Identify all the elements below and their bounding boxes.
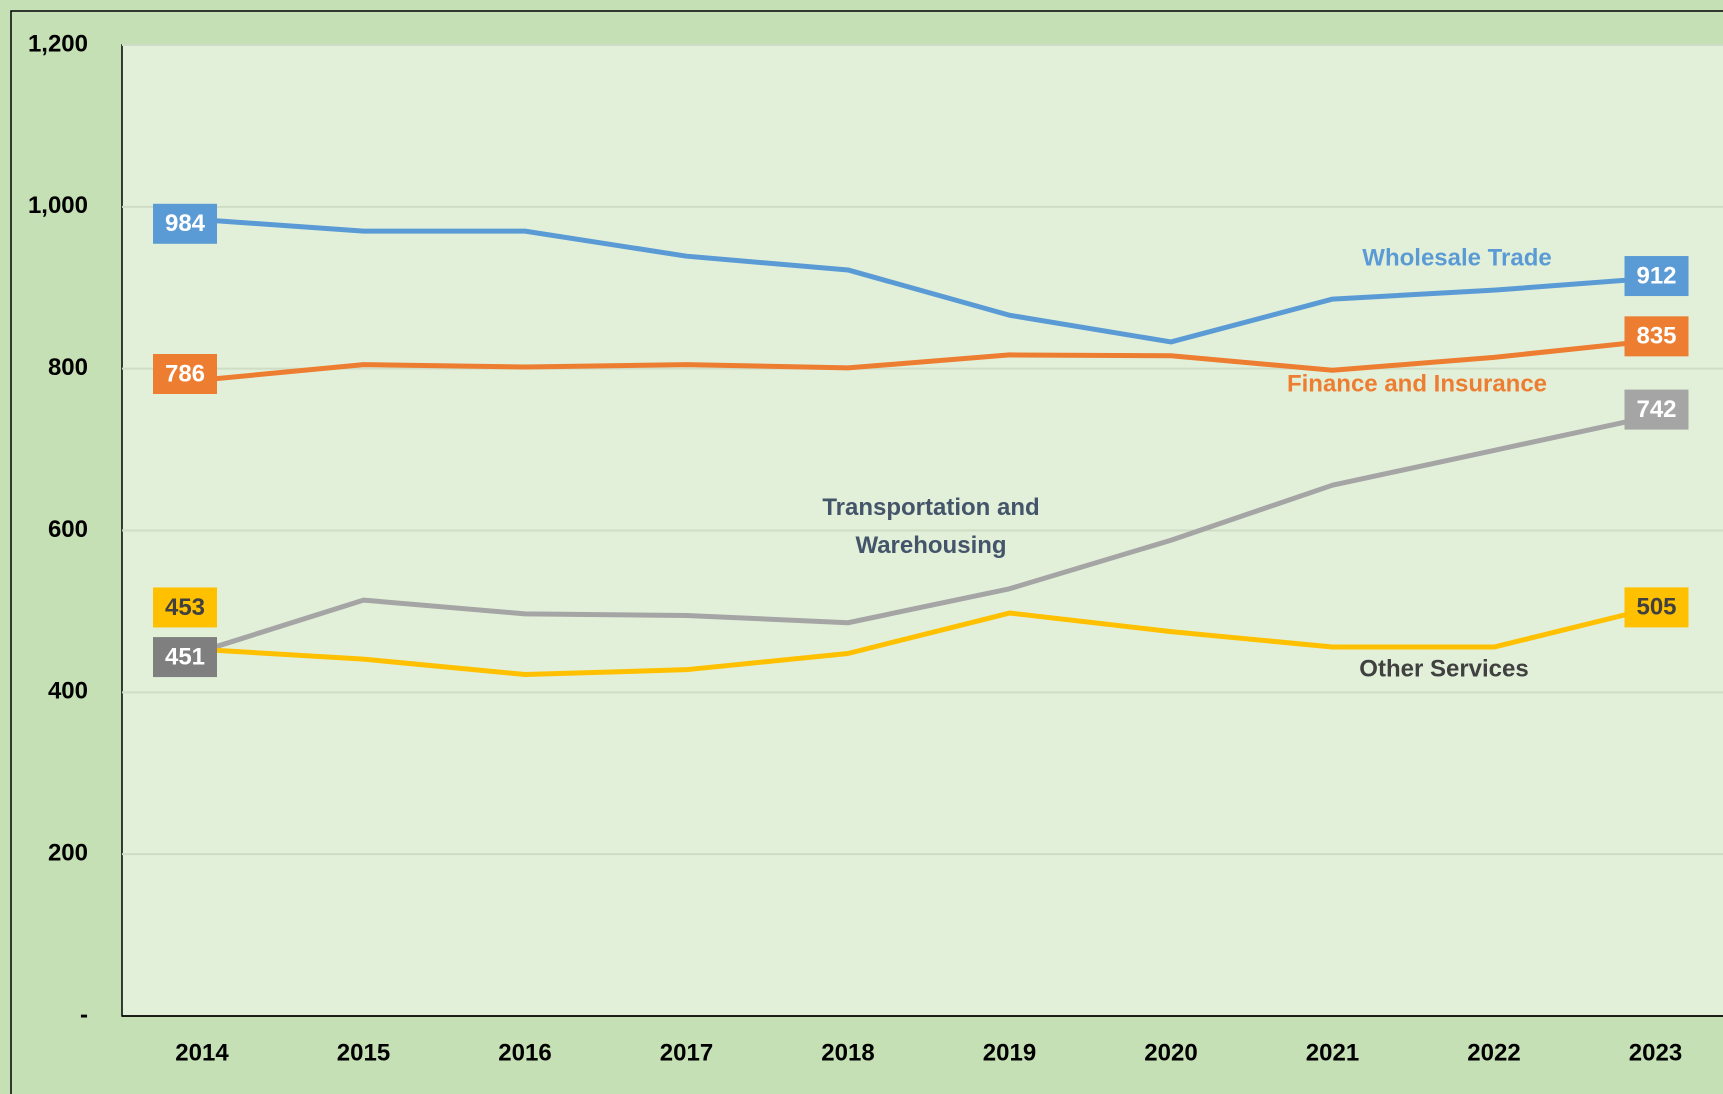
data-label-box [1624,389,1689,430]
series-name-line: Warehousing [855,532,1006,559]
x-tick-label: 2015 [337,1039,390,1066]
x-tick-label: 2020 [1144,1039,1197,1066]
data-label-text: 786 [165,360,205,387]
series-line [201,337,1656,383]
data-label-text: 912 [1636,262,1676,289]
data-label-text: 453 [165,594,205,621]
x-tick-label: 2021 [1306,1039,1359,1066]
series-line [201,604,1657,678]
data-label-box [153,353,217,394]
data-label-text: 451 [165,643,205,670]
data-label-box [1624,587,1689,628]
data-label-box [153,203,217,244]
y-tick-label: 800 [48,354,88,381]
data-label-text: 984 [165,210,206,237]
x-tick-label: 2023 [1629,1039,1682,1066]
data-label: 505 [1624,587,1689,628]
data-label-text: 505 [1636,594,1676,621]
series-name: Wholesale Trade [1362,244,1551,271]
data-label-box [153,637,217,678]
data-label: 453 [153,587,217,628]
data-label-text: 835 [1636,323,1676,350]
x-tick-label: 2016 [498,1039,551,1066]
x-tick-label: 2019 [983,1039,1036,1066]
data-label: 912 [1624,256,1689,297]
data-label: 984 [153,203,217,244]
y-tick-label: 1,200 [28,30,88,57]
series-name-line: Transportation and [822,494,1039,521]
data-label-box [153,587,217,628]
y-tick-label: 600 [48,516,88,543]
series-name: Other Services [1359,655,1528,682]
data-label: 742 [1624,389,1689,430]
x-tick-label: 2017 [660,1039,713,1066]
series-line [201,217,1656,345]
data-label: 835 [1624,316,1689,357]
series-name: Transportation and Warehousing [822,494,1039,559]
y-tick-label: 400 [48,678,88,705]
x-tick-label: 2014 [175,1039,229,1066]
data-label-box [1624,256,1689,297]
data-label: 786 [153,353,217,394]
y-tick-label: - [80,1001,88,1028]
series-name: Finance and Insurance [1287,370,1547,397]
y-tick-label: 200 [48,840,88,867]
data-label-text: 742 [1636,396,1676,423]
x-tick-label: 2022 [1467,1039,1520,1066]
data-label: 451 [153,637,217,678]
y-tick-label: 1,000 [28,192,88,219]
x-tick-label: 2018 [821,1039,874,1066]
series-line [201,413,1657,654]
data-label-box [1624,316,1689,357]
